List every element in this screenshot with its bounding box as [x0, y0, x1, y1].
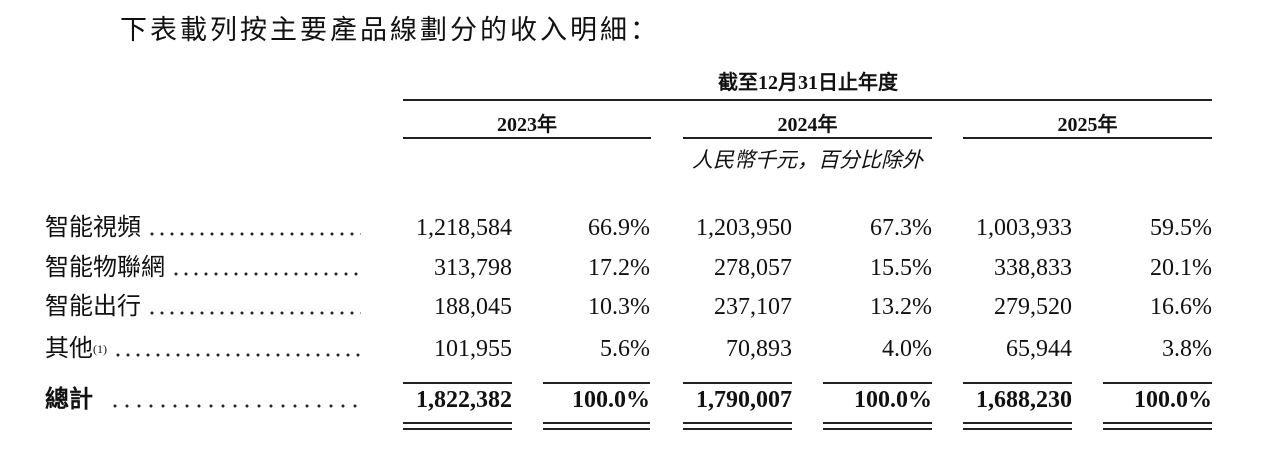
- rule: [823, 422, 932, 424]
- rule: [963, 428, 1072, 430]
- cell: 17.2%: [588, 255, 650, 281]
- cell: 1,003,933: [976, 215, 1072, 241]
- cell: 67.3%: [870, 215, 932, 241]
- label-text: 智能視頻: [45, 215, 141, 241]
- cell: 1,218,584: [416, 215, 512, 241]
- year-header: 2025年: [1057, 114, 1118, 136]
- cell: 100.0%: [1134, 387, 1212, 413]
- footnote-marker: (1): [93, 342, 107, 356]
- year-header: 2023年: [497, 114, 557, 136]
- rule: [823, 382, 932, 384]
- rule: [543, 428, 650, 430]
- cell: 4.0%: [882, 336, 932, 362]
- cell: 278,057: [714, 255, 792, 281]
- dot-leader: [113, 348, 361, 358]
- row-label: 其他 (1): [45, 334, 363, 364]
- rule: [403, 428, 512, 430]
- cell: 65,944: [1006, 336, 1072, 362]
- label-text: 智能物聯網: [45, 255, 165, 281]
- cell: 279,520: [994, 294, 1072, 320]
- cell: 1,688,230: [976, 387, 1072, 413]
- cell: 66.9%: [588, 215, 650, 241]
- intro: 下表載列按主要產品線劃分的收入明細：: [120, 15, 660, 45]
- rule: [683, 422, 792, 424]
- rule: [1103, 428, 1212, 430]
- cell: 20.1%: [1150, 255, 1212, 281]
- cell: 1,822,382: [416, 387, 512, 413]
- cell: 3.8%: [1162, 336, 1212, 362]
- row-label: 智能物聯網: [45, 253, 363, 283]
- cell: 70,893: [726, 336, 792, 362]
- rule: [403, 99, 1212, 101]
- cell: 237,107: [714, 294, 792, 320]
- cell: 100.0%: [572, 387, 650, 413]
- cell: 1,790,007: [696, 387, 792, 413]
- rule: [823, 428, 932, 430]
- rule: [963, 422, 1072, 424]
- label-text: 智能出行: [45, 294, 141, 320]
- row-label: 智能出行: [45, 292, 363, 322]
- dot-leader: [147, 227, 361, 237]
- cell: 59.5%: [1150, 215, 1212, 241]
- dot-leader: [147, 306, 361, 316]
- rule: [1103, 382, 1212, 384]
- year-header: 2024年: [777, 114, 838, 136]
- cell: 5.6%: [600, 336, 650, 362]
- dot-leader: [109, 399, 361, 409]
- cell: 338,833: [994, 255, 1072, 281]
- rule: [543, 422, 650, 424]
- period-header: 截至12月31日止年度: [718, 72, 898, 94]
- cell: 13.2%: [870, 294, 932, 320]
- cell: 16.6%: [1150, 294, 1212, 320]
- label-text: 其他: [45, 336, 93, 362]
- cell: 313,798: [434, 255, 512, 281]
- cell: 101,955: [434, 336, 512, 362]
- rule: [403, 137, 651, 139]
- rule: [963, 382, 1072, 384]
- cell: 1,203,950: [696, 215, 792, 241]
- row-label: 智能視頻: [45, 213, 363, 243]
- rule: [683, 137, 932, 139]
- cell: 188,045: [434, 294, 512, 320]
- rule: [1103, 422, 1212, 424]
- rule: [543, 382, 650, 384]
- rule: [403, 422, 512, 424]
- rule: [963, 137, 1212, 139]
- cell: 10.3%: [588, 294, 650, 320]
- cell: 15.5%: [870, 255, 932, 281]
- row-label: 總計: [45, 385, 363, 415]
- rule: [403, 382, 512, 384]
- unit-note: 人民幣千元，百分比除外: [692, 148, 923, 172]
- rule: [683, 428, 792, 430]
- rule: [683, 382, 792, 384]
- dot-leader: [171, 267, 361, 277]
- label-text: 總計: [45, 387, 93, 413]
- cell: 100.0%: [854, 387, 932, 413]
